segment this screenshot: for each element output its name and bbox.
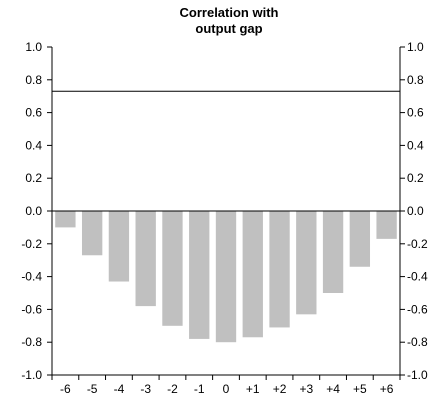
- x-tick-label: -3: [140, 382, 151, 396]
- x-tick-label: +6: [380, 382, 394, 396]
- y-tick-label-left: 0.2: [25, 171, 42, 185]
- y-tick-label-left: 0.6: [25, 106, 42, 120]
- y-tick-label-left: -0.8: [21, 335, 42, 349]
- x-tick-label: +4: [326, 382, 340, 396]
- bar--1: [189, 211, 210, 339]
- y-tick-label-left: -0.6: [21, 302, 42, 316]
- bar--5: [81, 211, 103, 256]
- bar-+1: [242, 211, 263, 338]
- x-tick-label: 0: [223, 382, 230, 396]
- bar--6: [55, 211, 76, 228]
- y-tick-label-right: 0.0: [407, 204, 424, 218]
- y-tick-label-left: -1.0: [21, 368, 42, 382]
- y-tick-label-right: 1.0: [407, 40, 424, 54]
- bar--4: [108, 211, 130, 282]
- y-tick-label-left: 0.0: [25, 204, 42, 218]
- x-tick-label: +1: [246, 382, 260, 396]
- y-tick-label-right: -0.8: [407, 335, 428, 349]
- bar--3: [135, 211, 156, 307]
- x-tick-label: +3: [299, 382, 313, 396]
- bar-+4: [322, 211, 344, 293]
- y-tick-label-right: -0.6: [407, 302, 428, 316]
- x-tick-label: -2: [167, 382, 178, 396]
- x-tick-label: +5: [353, 382, 367, 396]
- bar-+5: [349, 211, 371, 267]
- y-tick-label-left: -0.2: [21, 237, 42, 251]
- y-tick-label-right: 0.4: [407, 138, 424, 152]
- y-tick-label-right: -0.4: [407, 270, 428, 284]
- x-tick-label: -5: [87, 382, 98, 396]
- y-tick-label-right: 0.6: [407, 106, 424, 120]
- y-tick-label-right: 0.2: [407, 171, 424, 185]
- y-tick-label-left: -0.4: [21, 270, 42, 284]
- labels-layer: 1.0 1.0 0.8 0.8 0.6 0.6 0.4 0.4 0.2 0.2 0.0 0.0 -0.2…: [21, 40, 428, 396]
- bar-+2: [269, 211, 290, 328]
- bar-0: [215, 211, 237, 343]
- axes-layer: [47, 46, 405, 380]
- chart-title-line-2: output gap: [195, 21, 262, 36]
- x-tick-label: +2: [273, 382, 287, 396]
- y-tick-label-left: 1.0: [25, 40, 42, 54]
- y-tick-label-left: 0.4: [25, 138, 42, 152]
- y-tick-label-left: 0.8: [25, 73, 42, 87]
- x-tick-label: -6: [60, 382, 71, 396]
- x-tick-label: -4: [114, 382, 125, 396]
- y-tick-label-right: -1.0: [407, 368, 428, 382]
- y-tick-label-right: -0.2: [407, 237, 428, 251]
- bars-layer: [55, 211, 397, 343]
- bar-+6: [376, 211, 397, 239]
- chart-title-line-1: Correlation with: [180, 5, 279, 20]
- y-tick-label-right: 0.8: [407, 73, 424, 87]
- bar-+3: [296, 211, 317, 315]
- x-tick-label: -1: [194, 382, 205, 396]
- bar--2: [162, 211, 183, 326]
